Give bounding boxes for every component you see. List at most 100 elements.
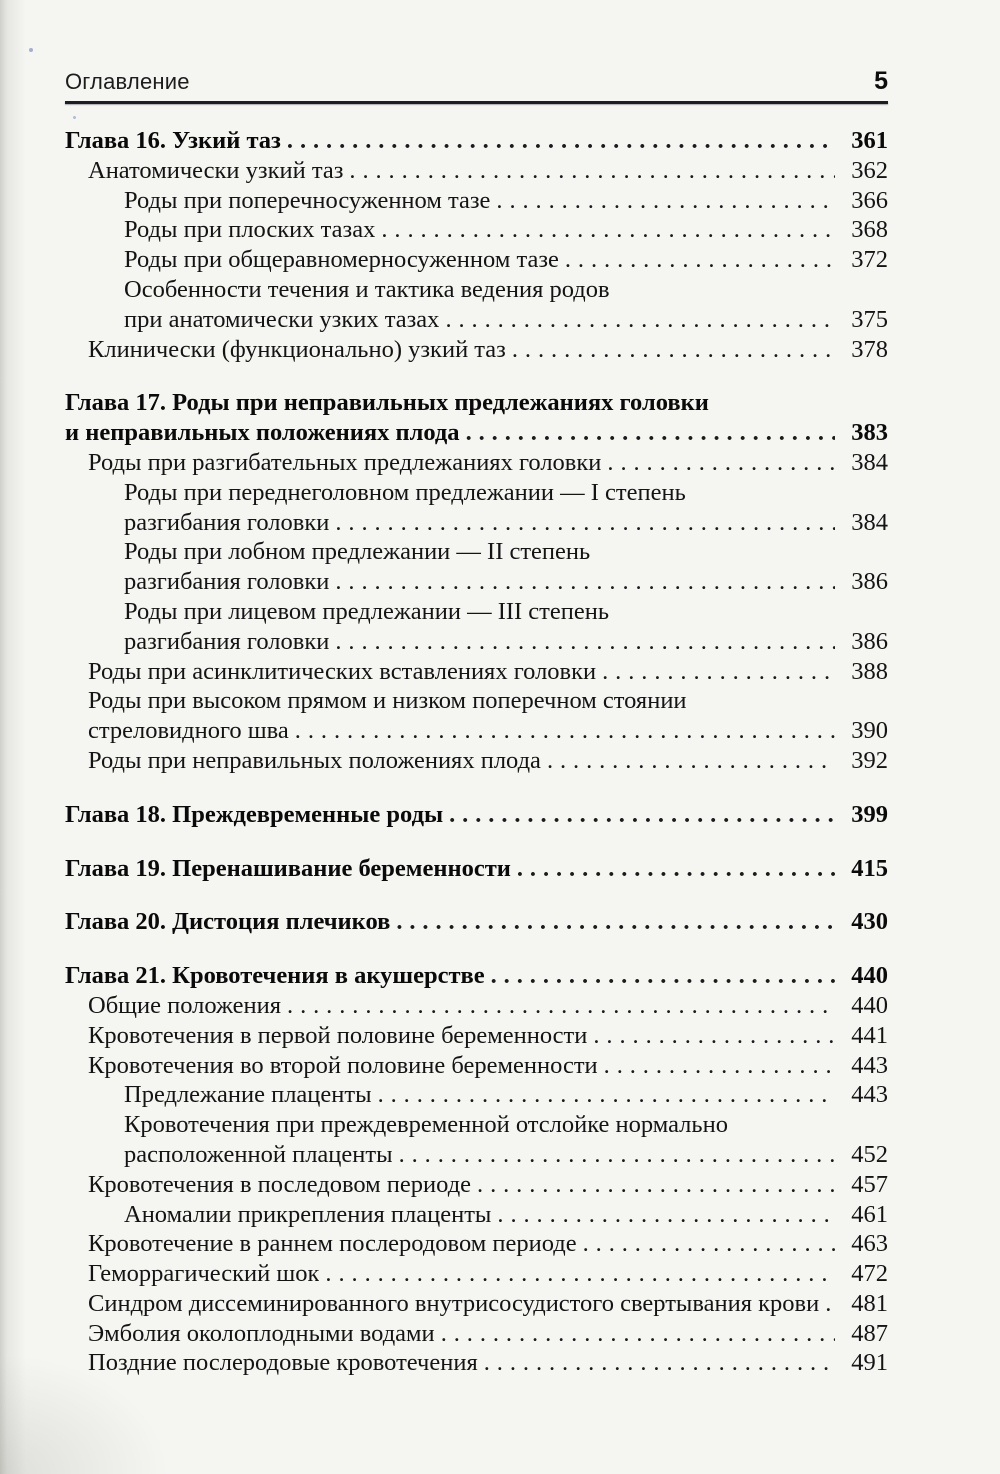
toc-entry: Роды при поперечносуженном тазе 366 [65,186,888,216]
toc-entry-page: 390 [851,717,888,745]
toc-entry-page: 384 [851,448,888,476]
toc-entry-text: и неправильных положениях плода [65,419,460,447]
toc-entry-text: Глава 16. Узкий таз [65,127,281,154]
toc-entry-text: разгибания головки [124,508,330,536]
toc-entry-page: 361 [851,127,888,154]
toc-entry-text: Кровотечение в раннем послеродовом перио… [88,1230,577,1258]
toc-entry: Роды при лицевом предлежании — III степе… [65,597,888,657]
toc-entry-text: при анатомически узких тазах [124,305,440,333]
dot-leader [295,716,835,746]
toc-entry-line: разгибания головки 386 [124,567,888,597]
toc-entry-page: 392 [851,746,888,774]
toc-entry: Анатомически узкий таз 362 [65,156,888,186]
toc-entry-text: Роды при общеравномерносуженном тазе [124,246,559,274]
toc-entry: Роды при общеравномерносуженном тазе 372 [65,245,888,275]
dot-leader [396,907,835,937]
toc-entry-line: Анатомически узкий таз 362 [88,156,888,186]
toc-entry-page: 457 [851,1170,888,1198]
toc-entry-page: 384 [851,508,888,536]
toc-entry-page: 383 [851,419,888,447]
toc-entry-line: Глава 21. Кровотечения в акушерстве 440 [65,961,888,991]
toc-entry: Глава 16. Узкий таз 361 [65,126,888,156]
toc-entry-page: 386 [851,568,888,596]
toc-entry-text: Роды при асинклитических вставлениях гол… [88,657,597,685]
toc-entry: Геморрагический шок 472 [65,1259,888,1289]
toc-entry: Роды при высоком прямом и низком попереч… [65,686,888,746]
toc-entry-line: Аномалии прикрепления плаценты 461 [124,1200,888,1230]
dot-leader [399,1140,835,1170]
toc-entry-line: Синдром диссеминированного внутрисосудис… [88,1289,888,1319]
toc-entry-line: Роды при плоских тазах 368 [124,215,888,245]
toc-entry: Глава 17. Роды при неправильных предлежа… [65,388,888,448]
dot-leader [565,245,835,275]
toc-entry-line: Эмболия околоплодными водами 487 [88,1319,888,1349]
dot-leader [491,961,835,991]
toc-entry: Кровотечения при преждевременной отслойк… [65,1110,888,1170]
page-number: 5 [874,67,888,95]
dot-leader [335,627,835,657]
toc-entry-line: расположенной плаценты 452 [124,1140,888,1170]
toc-entry-line: Глава 17. Роды при неправильных предлежа… [65,389,709,417]
toc-entry-text: Роды при плоских тазах [124,216,376,244]
toc-entry-page: 430 [851,908,888,936]
toc-entry-text: Роды при неправильных положениях плода [88,746,541,774]
toc-entry-page: 452 [851,1140,888,1168]
toc-entry: Предлежание плаценты 443 [65,1080,888,1110]
toc-entry-page: 443 [851,1051,888,1079]
toc-entry-text: Эмболия околоплодными водами [88,1319,435,1347]
toc-entry: Кровотечения во второй половине беременн… [65,1051,888,1081]
dot-leader [477,1170,835,1200]
toc-entry-text: Глава 19. Перенашивание беременности [65,854,511,882]
toc-entry-line: Роды при поперечносуженном тазе 366 [124,186,888,216]
toc-entry: Эмболия околоплодными водами 487 [65,1319,888,1349]
toc-entry: Кровотечение в раннем послеродовом перио… [65,1229,888,1259]
toc-entry-page: 487 [851,1319,888,1347]
header-rule [65,101,888,104]
toc-entry-page: 415 [851,854,888,882]
toc-entry-line: Кровотечения в первой половине беременно… [88,1021,888,1051]
scan-speck [73,116,76,119]
toc-entry: Глава 18. Преждевременные роды 399 [65,800,888,830]
toc-entry-line: Глава 16. Узкий таз 361 [65,126,888,156]
dot-leader [607,448,835,478]
toc-entry: Кровотечения в первой половине беременно… [65,1021,888,1051]
toc-entry-line: Глава 20. Дистоция плечиков 430 [65,907,888,937]
toc-entry-text: Синдром диссеминированного внутрисосудис… [88,1289,820,1317]
toc-entry: Клинически (функционально) узкий таз 378 [65,335,888,365]
toc-entry-line: Кровотечения в последовом периоде 457 [88,1170,888,1200]
dot-leader [445,305,835,335]
toc-entry-page: 440 [851,962,888,990]
toc-entry-page: 366 [851,186,888,214]
toc-entry-page: 481 [851,1289,888,1317]
toc-entry-line: разгибания головки 386 [124,627,888,657]
toc-entry-text: расположенной плаценты [124,1140,393,1168]
toc-entry-page: 472 [851,1260,888,1288]
toc-entry-page: 386 [851,627,888,655]
toc-entry-line: Роды при общеравномерносуженном тазе 372 [124,245,888,275]
toc-entry-line: Кровотечение в раннем послеродовом перио… [88,1229,888,1259]
toc-entry-line: при анатомически узких тазах 375 [124,305,888,335]
toc-entry-text: Глава 18. Преждевременные роды [65,800,444,828]
toc-entry-text: Общие положения [88,991,282,1019]
toc-entry-text: Кровотечения во второй половине беременн… [88,1051,598,1079]
toc-entry: Роды при асинклитических вставлениях гол… [65,657,888,687]
toc-entry-text: Глава 20. Дистоция плечиков [65,908,391,936]
toc-entry-page: 388 [851,657,888,685]
toc-entry: Роды при лобном предлежании — II степень… [65,537,888,597]
toc-entry-page: 491 [851,1349,888,1377]
toc-entry-text: Геморрагический шок [88,1260,320,1288]
toc-entry-line: Роды при лицевом предлежании — III степе… [124,597,610,625]
toc-entry-text: разгибания головки [124,627,330,655]
toc-entry: Кровотечения в последовом периоде 457 [65,1170,888,1200]
toc-entry-line: Роды при разгибательных предлежаниях гол… [88,448,888,478]
toc-entry-text: Кровотечения в последовом периоде [88,1170,472,1198]
toc-entry-line: стреловидного шва 390 [88,716,888,746]
toc-entry: Синдром диссеминированного внутрисосудис… [65,1289,888,1319]
toc-entry-text: разгибания головки [124,568,330,596]
toc-entry-line: Роды при высоком прямом и низком попереч… [88,687,687,715]
toc-entry: Глава 20. Дистоция плечиков 430 [65,907,888,937]
dot-leader [593,1021,835,1051]
toc-entry-line: Предлежание плаценты 443 [124,1080,888,1110]
dot-leader [325,1259,835,1289]
